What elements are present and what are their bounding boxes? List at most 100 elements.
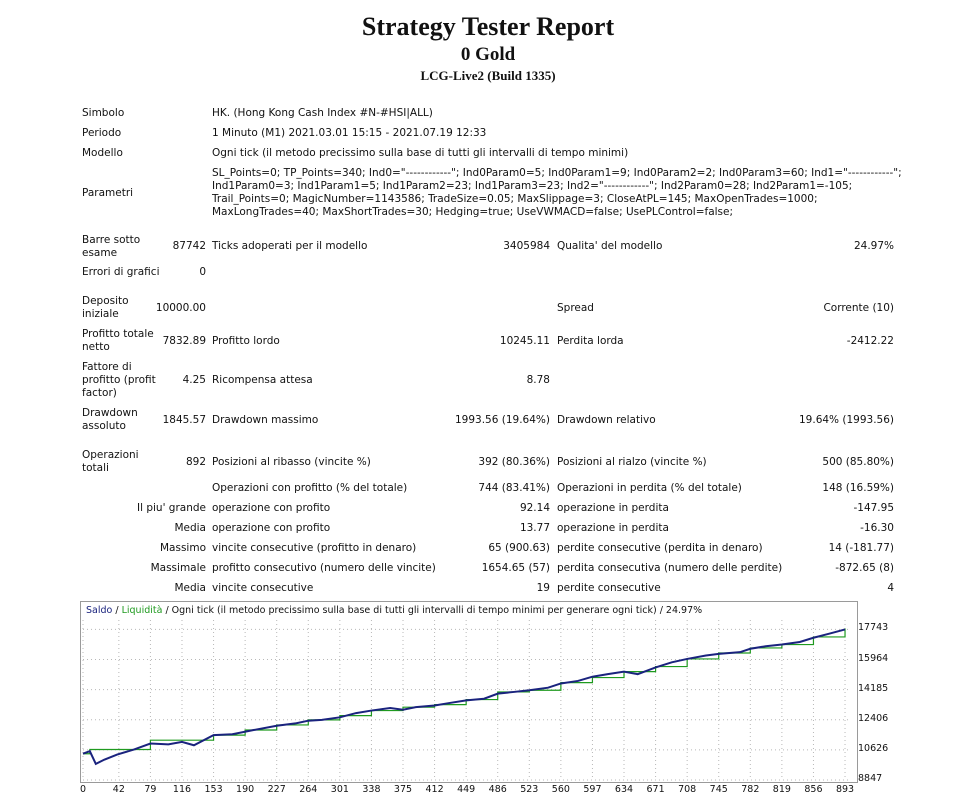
maximum-prefix: Massimo (159, 542, 206, 554)
x-tick-label: 856 (804, 784, 823, 795)
deposit-label: Deposito iniziale (82, 295, 129, 320)
profit-factor-label: Fattore di profitto (profit factor) (82, 361, 156, 399)
profit-ops-label: Operazioni con profitto (% del totale) (212, 482, 408, 494)
avg-consecutive-prefix: Media (174, 582, 206, 594)
avg-loss-label: operazione in perdita (557, 522, 669, 534)
spread-value: Corrente (10) (823, 302, 894, 314)
dd-max-label: Drawdown massimo (212, 414, 319, 426)
dd-abs-label: Drawdown assoluto (82, 407, 138, 432)
symbol-label: Simbolo (82, 107, 125, 119)
maximal-loss-label: perdita consecutiva (numero delle perdit… (557, 562, 783, 574)
period-value: 1 Minuto (M1) 2021.03.01 15:15 - 2021.07… (212, 127, 487, 139)
short-value: 392 (80.36%) (478, 456, 550, 468)
gross-profit-value: 10245.11 (499, 335, 550, 347)
spread-label: Spread (557, 302, 594, 314)
balance-chart-svg (82, 620, 851, 781)
params-value: SL_Points=0; TP_Points=340; Ind0="------… (212, 167, 902, 218)
maximal-profit-label: profitto consecutivo (numero delle vinci… (212, 562, 436, 574)
avg-losses-value: 4 (887, 582, 894, 594)
avg-losses-label: perdite consecutive (557, 582, 661, 594)
y-tick-label: 14185 (858, 682, 889, 694)
x-tick-label: 523 (520, 784, 539, 795)
payoff-value: 8.78 (526, 374, 550, 386)
loss-ops-value: 148 (16.59%) (822, 482, 894, 494)
deposit-value: 10000.00 (155, 302, 206, 314)
model-label: Modello (82, 147, 123, 159)
balance-chart (80, 601, 858, 783)
bars-label: Barre sotto esame (82, 234, 141, 259)
long-label: Posizioni al rialzo (vincite %) (557, 456, 707, 468)
x-tick-label: 893 (835, 784, 855, 795)
x-tick-label: 671 (646, 784, 665, 795)
payoff-label: Ricompensa attesa (212, 374, 313, 386)
dd-rel-value: 19.64% (1993.56) (799, 414, 894, 426)
avg-profit-value: 13.77 (519, 522, 550, 534)
y-tick-label: 15964 (858, 652, 889, 664)
balance-line (82, 628, 846, 766)
x-tick-label: 819 (772, 784, 791, 795)
x-tick-label: 227 (267, 784, 286, 795)
x-tick-label: 264 (299, 784, 318, 795)
errors-value: 0 (199, 266, 206, 278)
largest-loss-label: operazione in perdita (557, 502, 669, 514)
avg-loss-value: -16.30 (860, 522, 894, 534)
largest-profit-label: operazione con profito (212, 502, 331, 514)
maximal-profit-value: 1654.65 (57) (481, 562, 550, 574)
avg-wins-label: vincite consecutive (212, 582, 314, 594)
x-tick-label: 375 (393, 784, 413, 795)
average-prefix: Media (174, 522, 206, 534)
x-tick-label: 634 (614, 784, 634, 795)
short-label: Posizioni al ribasso (vincite %) (212, 456, 371, 468)
total-ops-label: Operazioni totali (82, 449, 139, 474)
model-value: Ogni tick (il metodo precissimo sulla ba… (212, 147, 629, 159)
maximal-loss-value: -872.65 (8) (835, 562, 894, 574)
chart-legend: Saldo / Liquidità / Ogni tick (il metodo… (86, 605, 702, 616)
equity-line (83, 628, 846, 755)
net-profit-value: 7832.89 (162, 335, 206, 347)
x-tick-label: 79 (144, 784, 157, 795)
max-losses-value: 14 (-181.77) (828, 542, 894, 554)
net-profit-label: Profitto totale netto (82, 328, 154, 353)
errors-label: Errori di grafici (82, 266, 160, 278)
x-tick-label: 338 (362, 784, 381, 795)
report-title: Strategy Tester Report (361, 12, 615, 41)
x-tick-label: 486 (488, 784, 507, 795)
largest-loss-value: -147.95 (853, 502, 894, 514)
gross-loss-value: -2412.22 (846, 335, 894, 347)
long-value: 500 (85.80%) (822, 456, 894, 468)
x-tick-label: 153 (204, 784, 223, 795)
symbol-value: HK. (Hong Kong Cash Index #N-#HSI|ALL) (212, 107, 433, 119)
x-tick-label: 560 (551, 784, 570, 795)
x-tick-label: 190 (236, 784, 255, 795)
x-tick-label: 745 (709, 784, 728, 795)
quality-label: Qualita' del modello (557, 240, 663, 252)
gross-loss-label: Perdita lorda (557, 335, 624, 347)
ticks-value: 3405984 (503, 240, 550, 252)
report-subtitle: 0 Gold (460, 44, 516, 65)
total-ops-value: 892 (185, 456, 206, 468)
x-tick-label: 301 (330, 784, 349, 795)
largest-profit-value: 92.14 (519, 502, 550, 514)
x-tick-label: 597 (583, 784, 602, 795)
dd-abs-value: 1845.57 (162, 414, 206, 426)
x-tick-label: 0 (79, 784, 87, 795)
profit-ops-value: 744 (83.41%) (478, 482, 550, 494)
dd-rel-label: Drawdown relativo (557, 414, 656, 426)
avg-wins-value: 19 (536, 582, 550, 594)
y-tick-label: 10626 (858, 742, 889, 754)
legend-sep: / (112, 605, 122, 616)
x-tick-label: 708 (678, 784, 697, 795)
period-label: Periodo (82, 127, 122, 139)
x-tick-label: 42 (112, 784, 125, 795)
legend-equity: Liquidità (121, 605, 163, 616)
max-losses-label: perdite consecutive (perdita in denaro) (557, 542, 763, 554)
y-tick-label: 17743 (858, 622, 889, 634)
max-wins-value: 65 (900.63) (488, 542, 550, 554)
gross-profit-label: Profitto lordo (212, 335, 280, 347)
ticks-label: Ticks adoperati per il modello (212, 240, 368, 252)
x-tick-label: 412 (425, 784, 444, 795)
params-label: Parametri (82, 187, 134, 199)
legend-balance: Saldo (86, 605, 113, 616)
largest-prefix: Il piu' grande (136, 502, 206, 514)
avg-profit-label: operazione con profito (212, 522, 331, 534)
